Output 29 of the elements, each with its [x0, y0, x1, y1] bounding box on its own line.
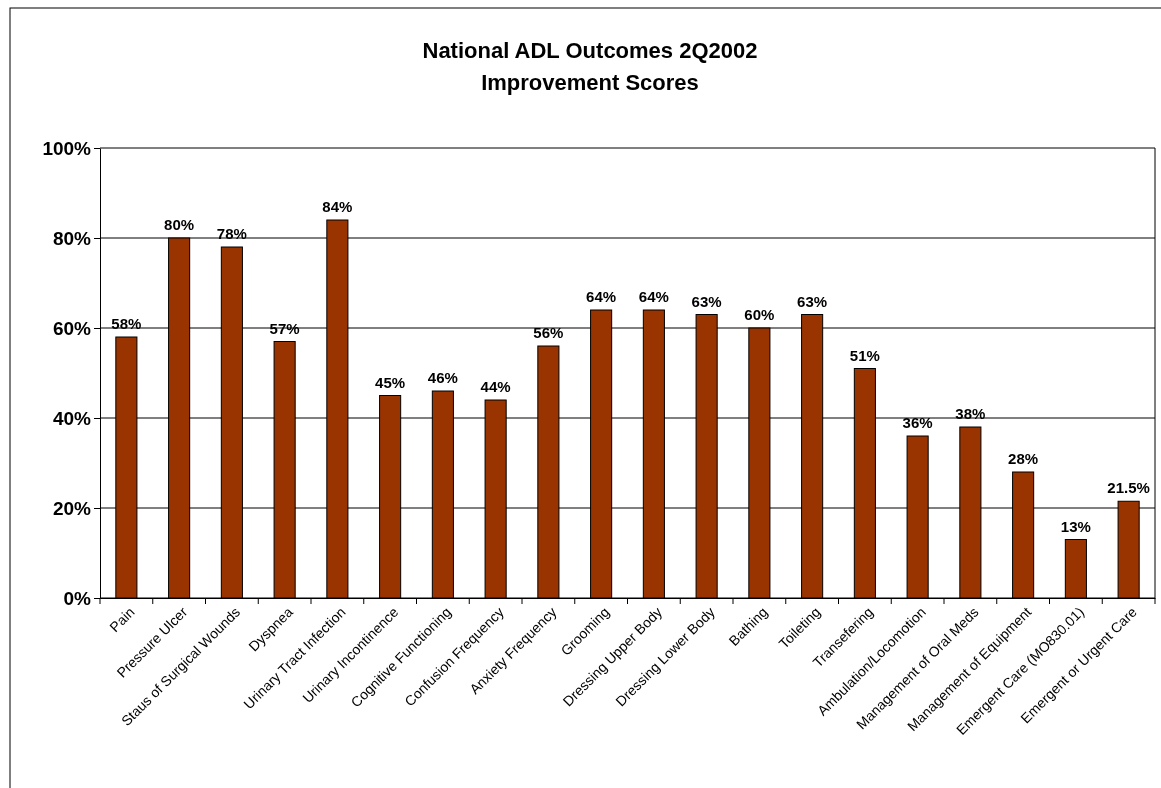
- data-label: 45%: [375, 373, 406, 391]
- data-label: 64%: [586, 288, 617, 305]
- data-label: 64%: [638, 288, 669, 305]
- data-label: 46%: [427, 369, 458, 386]
- data-label: 63%: [691, 292, 722, 310]
- data-label: 60%: [744, 306, 775, 323]
- y-tick-label: 60%: [52, 317, 92, 339]
- data-label: 28%: [1008, 450, 1039, 467]
- data-label: 13%: [1060, 517, 1091, 535]
- data-label: 78%: [216, 225, 247, 242]
- data-label: 36%: [902, 414, 933, 431]
- chart-title: National ADL Outcomes 2Q2002: [422, 38, 758, 63]
- data-label: 80%: [164, 216, 195, 233]
- data-label: 21.5%: [1107, 479, 1150, 497]
- data-label: 58%: [111, 315, 142, 332]
- data-label: 38%: [955, 405, 986, 422]
- x-tick-label: Pain: [106, 603, 138, 635]
- y-tick-label: 100%: [42, 137, 92, 159]
- chart-subtitle: Improvement Scores: [481, 70, 699, 95]
- data-label: 51%: [849, 346, 880, 364]
- data-label: 84%: [322, 198, 353, 215]
- data-label: 57%: [269, 319, 300, 337]
- y-tick-label: 40%: [52, 407, 92, 429]
- data-label: 63%: [797, 292, 828, 310]
- y-tick-label: 80%: [52, 227, 92, 249]
- y-tick-label: 0%: [63, 587, 92, 609]
- data-label: 56%: [533, 324, 564, 341]
- data-label: 44%: [480, 378, 511, 395]
- y-tick-label: 20%: [52, 497, 92, 519]
